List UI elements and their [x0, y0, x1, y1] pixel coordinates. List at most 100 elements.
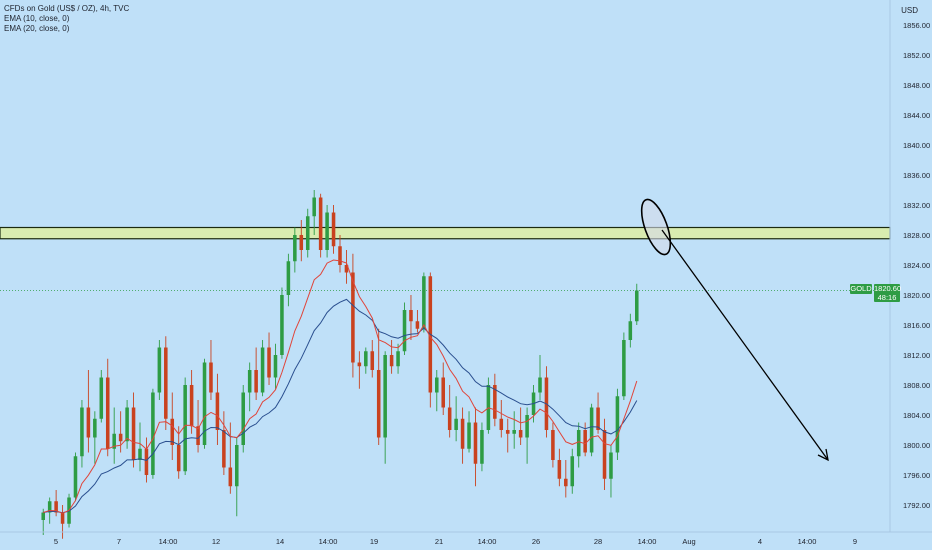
candle-body	[105, 377, 110, 449]
candle-body	[86, 407, 91, 438]
candle-body	[260, 347, 265, 393]
candle-body	[267, 347, 271, 378]
current-price-badge: GOLD 1820.60 48:16	[850, 284, 902, 302]
candle-body	[293, 235, 297, 262]
price-badge-value: 1820.60	[874, 284, 902, 293]
candle-body	[344, 265, 349, 273]
price-axis-tick: 1852.00	[903, 51, 930, 60]
price-badge-countdown: 48:16	[877, 293, 897, 302]
candle-body	[318, 197, 323, 250]
price-axis-tick: 1824.00	[903, 261, 930, 270]
trend-arrow-line[interactable]	[661, 229, 829, 461]
candle-body	[157, 347, 162, 393]
candle-body	[299, 235, 304, 250]
trend-arrow-head[interactable]	[817, 448, 829, 462]
candle-body	[493, 385, 497, 419]
price-axis[interactable]: 1856.00 1852.00 1848.00 1844.00 1840.00 1836.…	[903, 21, 930, 510]
candle-body	[635, 290, 639, 322]
candle-body	[622, 340, 626, 397]
candles-layer	[41, 190, 639, 539]
candle-body	[118, 433, 123, 442]
candle-body	[467, 422, 471, 449]
chart-legend: CFDs on Gold (US$ / OZ), 4h, TVC EMA (10…	[4, 4, 129, 34]
candle-body	[564, 478, 568, 487]
candle-body	[389, 355, 394, 367]
time-axis-tick: 4	[758, 537, 762, 546]
candle-body	[447, 407, 452, 430]
candle-body	[209, 362, 213, 393]
candle-body	[422, 276, 426, 329]
candle-body	[331, 212, 336, 247]
candle-body	[144, 448, 149, 475]
candle-body	[505, 430, 510, 434]
candle-body	[312, 197, 316, 217]
currency-label[interactable]: USD	[901, 6, 918, 15]
candle-body	[525, 415, 529, 438]
candle-body	[47, 501, 52, 513]
drawings-layer[interactable]	[636, 196, 829, 462]
candle-body	[228, 467, 233, 487]
candle-body	[183, 385, 187, 472]
price-axis-tick: 1836.00	[903, 171, 930, 180]
time-axis-tick: 14:00	[159, 537, 178, 546]
price-axis-tick: 1804.00	[903, 411, 930, 420]
candle-body	[551, 430, 555, 460]
candle-body	[351, 272, 355, 363]
price-axis-tick: 1844.00	[903, 111, 930, 120]
time-axis-tick: 14:00	[638, 537, 657, 546]
candle-body	[480, 430, 484, 464]
candle-body	[415, 321, 420, 329]
candle-body	[54, 501, 58, 513]
price-axis-tick: 1812.00	[903, 351, 930, 360]
candle-body	[473, 422, 478, 464]
candle-body	[512, 430, 516, 434]
time-axis-tick: 21	[435, 537, 443, 546]
time-axis-tick: 26	[532, 537, 540, 546]
candle-body	[305, 216, 310, 250]
candle-body	[441, 377, 445, 408]
time-axis-tick: 5	[54, 537, 58, 546]
candle-body	[247, 370, 252, 393]
time-axis-tick: 28	[594, 537, 602, 546]
candle-body	[170, 418, 175, 445]
candle-body	[93, 418, 97, 438]
candle-body	[602, 430, 607, 479]
candle-body	[518, 430, 523, 438]
candle-body	[235, 445, 239, 487]
price-axis-tick: 1840.00	[903, 141, 930, 150]
candle-body	[364, 351, 368, 367]
candle-body	[396, 351, 400, 367]
candle-body	[383, 355, 387, 438]
candle-body	[164, 347, 168, 419]
candle-body	[202, 362, 207, 445]
candle-body	[215, 392, 220, 430]
candle-body	[357, 362, 362, 367]
legend-symbol[interactable]: CFDs on Gold (US$ / OZ), 4h, TVC	[4, 4, 130, 13]
candle-body	[189, 385, 194, 427]
candle-body	[286, 261, 291, 295]
ema10-line	[43, 259, 638, 514]
candle-body	[222, 430, 226, 468]
candle-body	[557, 460, 562, 479]
candle-body	[273, 355, 278, 378]
legend-ema20[interactable]: EMA (20, close, 0)	[4, 24, 70, 33]
candle-body	[596, 407, 600, 430]
candle-body	[499, 418, 504, 430]
highlight-ellipse[interactable]	[636, 196, 677, 258]
candle-body	[241, 392, 245, 445]
candle-body	[125, 407, 129, 442]
candle-body	[73, 456, 78, 498]
legend-ema10[interactable]: EMA (10, close, 0)	[4, 14, 70, 23]
candle-body	[60, 512, 65, 524]
candle-body	[254, 370, 258, 393]
time-axis-tick: 12	[212, 537, 220, 546]
price-axis-tick: 1800.00	[903, 441, 930, 450]
candle-body	[583, 430, 587, 453]
price-axis-tick: 1832.00	[903, 201, 930, 210]
candle-body	[196, 426, 200, 445]
candle-body	[609, 452, 613, 479]
time-axis[interactable]: 5 7 14:00 12 14 14:00 19 21 14:00 26 28 14:00 Aug 4 14…	[54, 537, 857, 546]
